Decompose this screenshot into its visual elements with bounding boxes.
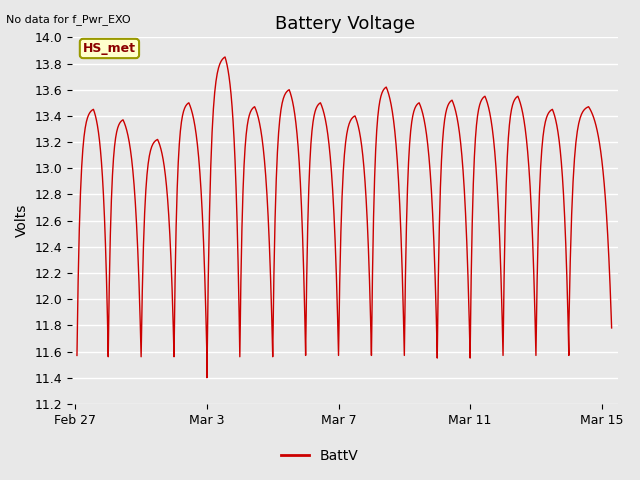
- Y-axis label: Volts: Volts: [15, 204, 29, 237]
- Legend: BattV: BattV: [276, 443, 364, 468]
- Title: Battery Voltage: Battery Voltage: [275, 15, 415, 33]
- Text: HS_met: HS_met: [83, 42, 136, 55]
- Text: No data for f_Pwr_EXO: No data for f_Pwr_EXO: [6, 14, 131, 25]
